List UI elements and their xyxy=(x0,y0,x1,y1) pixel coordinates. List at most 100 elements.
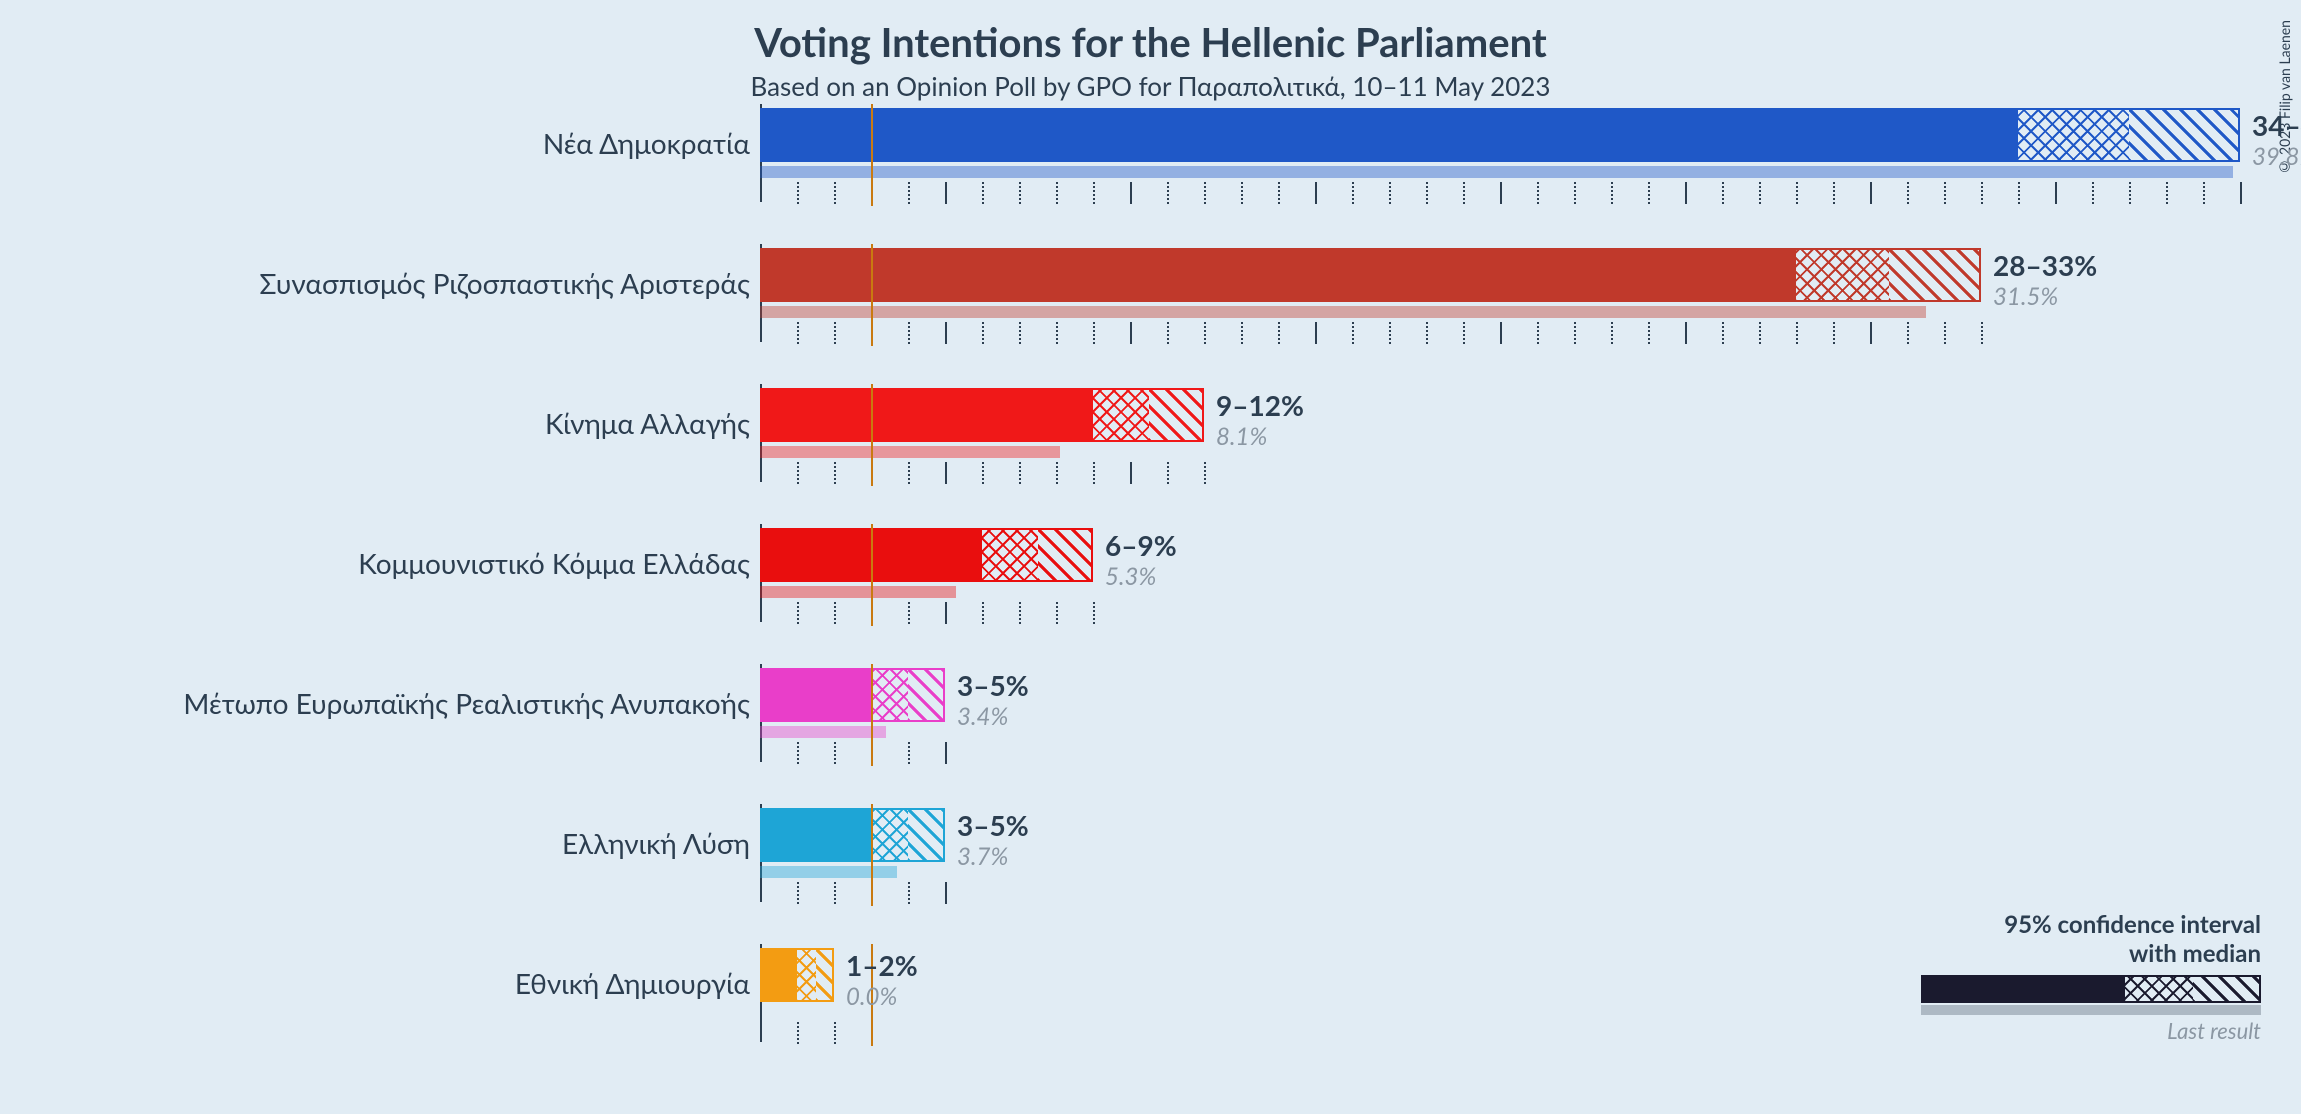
grid-major-tick xyxy=(1685,322,1687,344)
legend-line1: 95% confidence interval xyxy=(1901,911,2261,940)
ci-bar xyxy=(760,248,1981,302)
grid-minor-tick xyxy=(1019,462,1021,484)
last-result-label: 3.7% xyxy=(957,842,1008,871)
grid-minor-tick xyxy=(1093,182,1095,204)
grid-minor-tick xyxy=(2203,182,2205,204)
grid-minor-tick xyxy=(1833,182,1835,204)
grid-minor-tick xyxy=(908,322,910,344)
range-label: 28–33% xyxy=(1993,248,2097,282)
grid-minor-tick xyxy=(1722,182,1724,204)
party-row: Νέα Δημοκρατία34–40%39.8% xyxy=(50,100,2250,210)
grid-minor-tick xyxy=(1796,322,1798,344)
last-result-label: 5.3% xyxy=(1105,562,1156,591)
grid-minor-tick xyxy=(1056,462,1058,484)
legend-last-bar xyxy=(1921,1005,2261,1015)
party-row: Μέτωπο Ευρωπαϊκής Ρεαλιστικής Ανυπακοής3… xyxy=(50,660,2250,770)
grid-minor-tick xyxy=(797,882,799,904)
legend-outline xyxy=(1921,975,2261,1003)
grid-minor-tick xyxy=(1056,602,1058,624)
grid-major-tick xyxy=(1130,462,1132,484)
range-label: 1–2% xyxy=(846,948,918,982)
grid-major-tick xyxy=(945,462,947,484)
last-result-label: 8.1% xyxy=(1216,422,1267,451)
bar-zone: 9–12%8.1% xyxy=(760,380,2240,490)
grid-minor-tick xyxy=(1426,322,1428,344)
threshold-line xyxy=(871,524,873,626)
grid-minor-tick xyxy=(908,742,910,764)
grid-minor-tick xyxy=(1574,182,1576,204)
grid-minor-tick xyxy=(2166,182,2168,204)
party-row: Συνασπισμός Ριζοσπαστικής Αριστεράς28–33… xyxy=(50,240,2250,350)
grid-minor-tick xyxy=(908,602,910,624)
grid-major-tick xyxy=(945,322,947,344)
legend-last-label: Last result xyxy=(1901,1017,2261,1044)
grid-minor-tick xyxy=(797,182,799,204)
grid-minor-tick xyxy=(1204,462,1206,484)
grid-minor-tick xyxy=(908,182,910,204)
legend-line2: with median xyxy=(1901,940,2261,969)
ci-bar xyxy=(760,108,2240,162)
threshold-line xyxy=(871,244,873,346)
ci-outline xyxy=(760,388,1204,442)
party-label: Εθνική Δημιουργία xyxy=(515,966,750,1000)
ci-outline xyxy=(760,948,834,1002)
grid-major-tick xyxy=(2055,182,2057,204)
grid-minor-tick xyxy=(982,182,984,204)
grid-minor-tick xyxy=(1204,322,1206,344)
grid-minor-tick xyxy=(1093,602,1095,624)
bar-zone: 3–5%3.4% xyxy=(760,660,2240,770)
last-result-bar xyxy=(760,866,897,878)
grid-minor-tick xyxy=(1981,182,1983,204)
ci-outline xyxy=(760,528,1093,582)
grid-minor-tick xyxy=(834,1022,836,1044)
threshold-line xyxy=(871,804,873,906)
grid-minor-tick xyxy=(982,322,984,344)
grid-minor-tick xyxy=(1648,322,1650,344)
ci-outline xyxy=(760,668,945,722)
grid-minor-tick xyxy=(1204,182,1206,204)
party-row: Κίνημα Αλλαγής9–12%8.1% xyxy=(50,380,2250,490)
grid-minor-tick xyxy=(982,462,984,484)
grid-major-tick xyxy=(1500,322,1502,344)
grid-minor-tick xyxy=(1907,182,1909,204)
grid-major-tick xyxy=(1315,322,1317,344)
last-result-bar xyxy=(760,726,886,738)
grid-minor-tick xyxy=(1167,322,1169,344)
grid-minor-tick xyxy=(1167,462,1169,484)
grid-minor-tick xyxy=(834,462,836,484)
last-result-label: 39.8% xyxy=(2252,142,2301,171)
grid-minor-tick xyxy=(1426,182,1428,204)
bar-zone: 3–5%3.7% xyxy=(760,800,2240,910)
last-result-label: 31.5% xyxy=(1993,282,2058,311)
grid-minor-tick xyxy=(834,882,836,904)
grid-minor-tick xyxy=(1056,322,1058,344)
grid-minor-tick xyxy=(1093,322,1095,344)
grid-minor-tick xyxy=(1389,322,1391,344)
last-result-label: 0.0% xyxy=(846,982,897,1011)
grid-minor-tick xyxy=(1759,182,1761,204)
grid-minor-tick xyxy=(1537,182,1539,204)
legend: 95% confidence interval with median Last… xyxy=(1901,911,2261,1044)
grid-minor-tick xyxy=(2018,182,2020,204)
legend-ci-bar xyxy=(1921,975,2261,1003)
grid-minor-tick xyxy=(1278,182,1280,204)
grid-minor-tick xyxy=(834,742,836,764)
last-result-bar xyxy=(760,166,2233,178)
grid-minor-tick xyxy=(1944,322,1946,344)
grid-minor-tick xyxy=(1944,182,1946,204)
grid-minor-tick xyxy=(797,602,799,624)
grid-minor-tick xyxy=(1759,322,1761,344)
range-label: 9–12% xyxy=(1216,388,1304,422)
grid-minor-tick xyxy=(1241,322,1243,344)
grid-minor-tick xyxy=(1019,182,1021,204)
party-label: Νέα Δημοκρατία xyxy=(543,126,750,160)
grid-minor-tick xyxy=(1019,322,1021,344)
grid-major-tick xyxy=(1500,182,1502,204)
grid-major-tick xyxy=(1870,182,1872,204)
grid-minor-tick xyxy=(1389,182,1391,204)
range-label: 3–5% xyxy=(957,808,1029,842)
party-row: Ελληνική Λύση3–5%3.7% xyxy=(50,800,2250,910)
chart-title: Voting Intentions for the Hellenic Parli… xyxy=(0,0,2301,66)
grid-major-tick xyxy=(945,882,947,904)
grid-major-tick xyxy=(945,602,947,624)
